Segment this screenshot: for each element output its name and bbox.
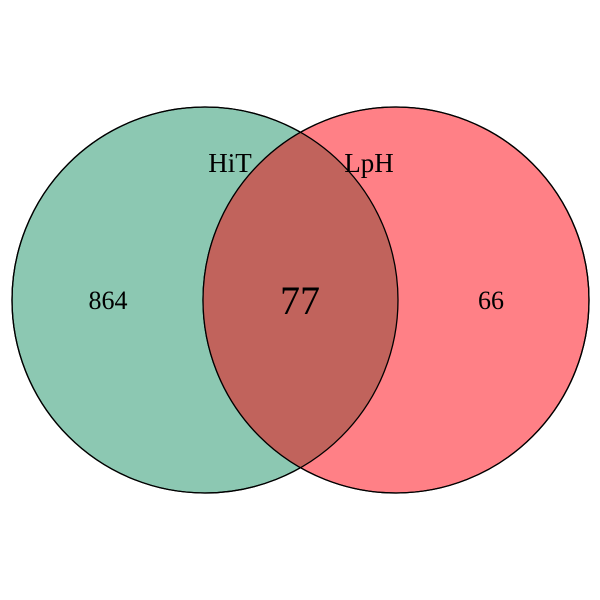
set-label-lph: LpH bbox=[344, 148, 394, 178]
set-outline-hit bbox=[11, 106, 399, 494]
count-hit-only: 864 bbox=[89, 286, 128, 315]
set-label-hit: HiT bbox=[208, 148, 252, 178]
set-outline-lph bbox=[202, 106, 590, 494]
count-lph-only: 66 bbox=[478, 286, 504, 315]
intersection-region bbox=[203, 107, 398, 493]
count-intersection: 77 bbox=[280, 278, 320, 323]
